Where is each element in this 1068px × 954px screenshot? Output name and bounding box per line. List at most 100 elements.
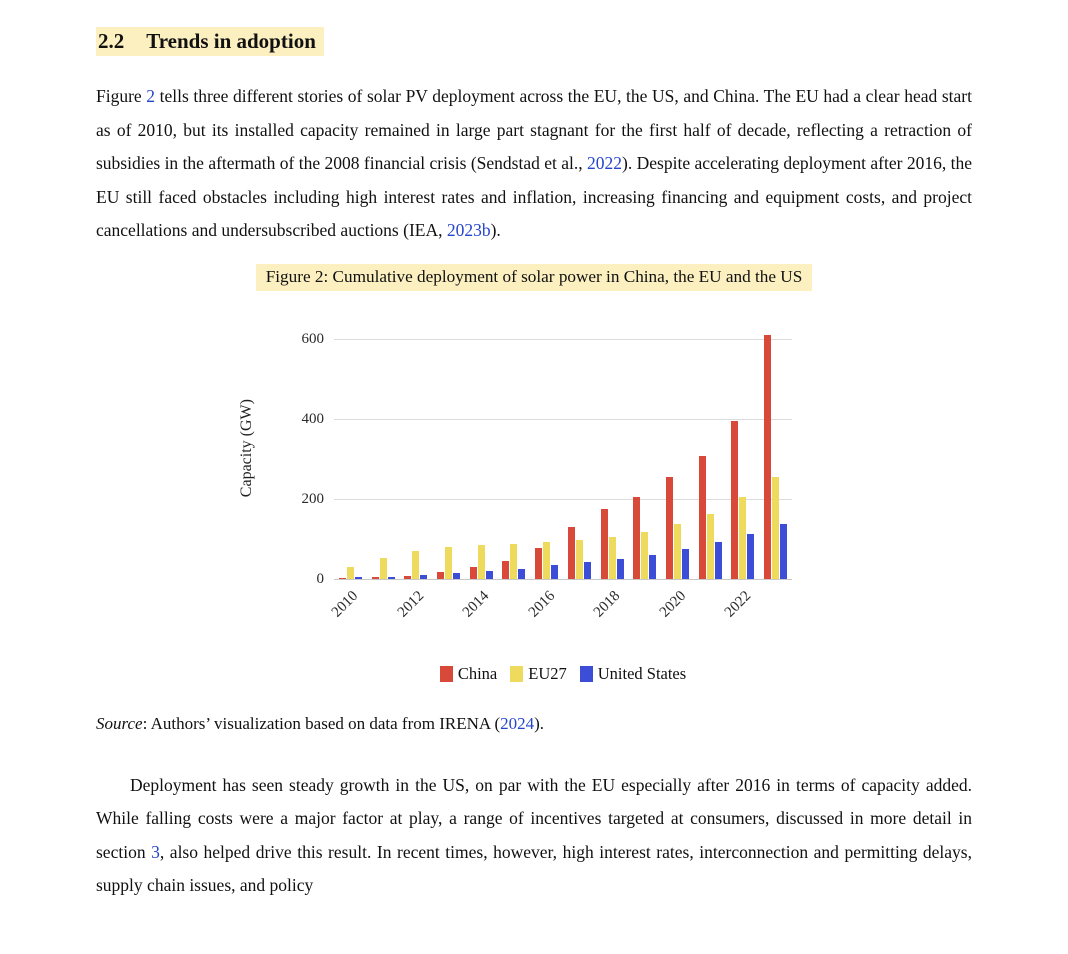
bar-china-2016	[535, 547, 543, 579]
bar-eu27-2020	[674, 524, 682, 579]
figure-caption: Figure 2: Cumulative deployment of solar…	[255, 263, 813, 291]
bar-china-2023	[764, 334, 772, 579]
text-segment: , also helped drive this result. In rece…	[96, 841, 972, 896]
year-group-2022	[727, 421, 760, 579]
bar-china-2011	[371, 577, 379, 579]
gridline-400	[334, 418, 792, 420]
year-group-2016	[530, 542, 563, 579]
year-group-2020	[661, 477, 694, 579]
figure-source: Source: Authors’ visualization based on …	[96, 711, 972, 737]
bar-united-states-2012	[420, 575, 428, 579]
bar-united-states-2021	[714, 542, 722, 579]
text-segment: ).	[490, 220, 501, 240]
year-group-2015	[498, 543, 531, 579]
year-group-2013	[432, 547, 465, 579]
bar-united-states-2023	[780, 523, 788, 579]
section-number: 2.2	[98, 29, 125, 53]
year-group-2012	[399, 550, 432, 579]
bar-united-states-2022	[747, 534, 755, 579]
text-segment: ). Despite accelerating deployment after…	[96, 153, 972, 240]
bar-united-states-2010	[354, 577, 362, 579]
paragraph-2: Deployment has seen steady growth in the…	[96, 769, 972, 903]
bar-china-2018	[600, 508, 608, 579]
year-group-2017	[563, 526, 596, 579]
legend-item-eu27: EU27	[510, 664, 567, 684]
bar-eu27-2015	[510, 543, 518, 579]
year-group-2019	[628, 496, 661, 579]
text-segment: Source	[96, 713, 143, 733]
section-heading: 2.2 Trends in adoption	[96, 26, 972, 56]
bar-united-states-2014	[485, 571, 493, 579]
year-group-2010	[334, 566, 367, 579]
bar-groups	[334, 319, 792, 579]
bar-china-2021	[698, 455, 706, 579]
legend-swatch-united-states	[579, 665, 593, 682]
bar-china-2020	[666, 477, 674, 579]
bar-eu27-2017	[575, 540, 583, 579]
bar-eu27-2022	[739, 497, 747, 579]
year-group-2014	[465, 545, 498, 579]
x-tick-label-2012: 2012	[394, 587, 428, 621]
year-group-2018	[596, 508, 629, 579]
x-tick-label-2018: 2018	[590, 587, 624, 621]
bar-china-2012	[404, 575, 412, 579]
bar-eu27-2016	[543, 542, 551, 579]
bar-united-states-2016	[551, 565, 559, 579]
y-tick-label-600: 600	[301, 330, 325, 347]
year-group-2023	[759, 334, 792, 579]
legend-item-china: China	[439, 663, 498, 684]
bar-eu27-2021	[706, 513, 714, 579]
inline-link[interactable]: 2022	[587, 153, 623, 173]
x-tick-label-2016: 2016	[525, 587, 558, 621]
bar-eu27-2018	[608, 536, 616, 579]
bar-eu27-2013	[445, 547, 453, 579]
inline-link[interactable]: 3	[151, 841, 160, 862]
y-tick-label-200: 200	[301, 490, 325, 507]
bar-eu27-2010	[346, 566, 354, 579]
bar-united-states-2018	[616, 558, 624, 579]
bar-china-2017	[567, 526, 575, 579]
bar-united-states-2020	[682, 548, 690, 579]
bar-united-states-2013	[453, 573, 461, 579]
text-segment: Figure	[96, 86, 147, 106]
legend-swatch-eu27	[510, 665, 524, 682]
gridline-600	[334, 338, 792, 340]
figure-caption-row: Figure 2: Cumulative deployment of solar…	[96, 263, 972, 291]
x-tick-label-2010: 2010	[329, 587, 362, 621]
year-group-2011	[367, 557, 400, 579]
legend-label-china: China	[457, 663, 498, 683]
bar-eu27-2011	[379, 557, 387, 579]
bar-china-2014	[469, 567, 477, 579]
x-tick-label-2022: 2022	[721, 587, 755, 621]
chart-legend: China EU27 United States	[334, 664, 792, 684]
text-segment: Deployment has seen steady growth in the…	[96, 774, 972, 862]
legend-swatch-china	[439, 665, 453, 682]
bar-china-2015	[502, 561, 510, 579]
x-tick-label-2014: 2014	[459, 587, 493, 621]
inline-link[interactable]: 2023b	[446, 220, 491, 240]
bar-united-states-2015	[518, 569, 526, 579]
bar-eu27-2014	[477, 545, 485, 579]
inline-link[interactable]: 2024	[500, 713, 535, 733]
bar-china-2022	[731, 421, 739, 579]
bar-united-states-2019	[649, 554, 657, 579]
legend-item-united-states: United States	[579, 663, 687, 684]
bar-united-states-2011	[387, 576, 395, 579]
x-tick-label-2020: 2020	[656, 587, 689, 621]
y-tick-label-0: 0	[316, 570, 325, 587]
y-axis-title: Capacity (GW)	[236, 319, 258, 579]
bar-china-2013	[437, 571, 445, 579]
bar-china-2019	[633, 496, 641, 579]
chart-plot: Capacity (GW) 0 200 400 600 2010 2012 2014 2016…	[238, 319, 792, 620]
paragraph-1: Figure 2 tells three different stories o…	[96, 80, 972, 248]
figure-2-chart: Capacity (GW) 0 200 400 600 2010 2012 2014 2016…	[96, 301, 972, 699]
legend-label-united-states: United States	[597, 663, 687, 683]
section-title: Trends in adoption	[146, 29, 316, 53]
inline-link[interactable]: 2	[146, 86, 156, 106]
bar-united-states-2017	[583, 562, 591, 579]
document-page: 2.2 Trends in adoption Figure 2 tells thr…	[96, 26, 972, 903]
y-tick-label-400: 400	[301, 410, 325, 427]
bar-eu27-2023	[772, 477, 780, 579]
text-segment: : Authors’ visualization based on data f…	[142, 713, 501, 733]
bar-china-2010	[338, 577, 346, 579]
